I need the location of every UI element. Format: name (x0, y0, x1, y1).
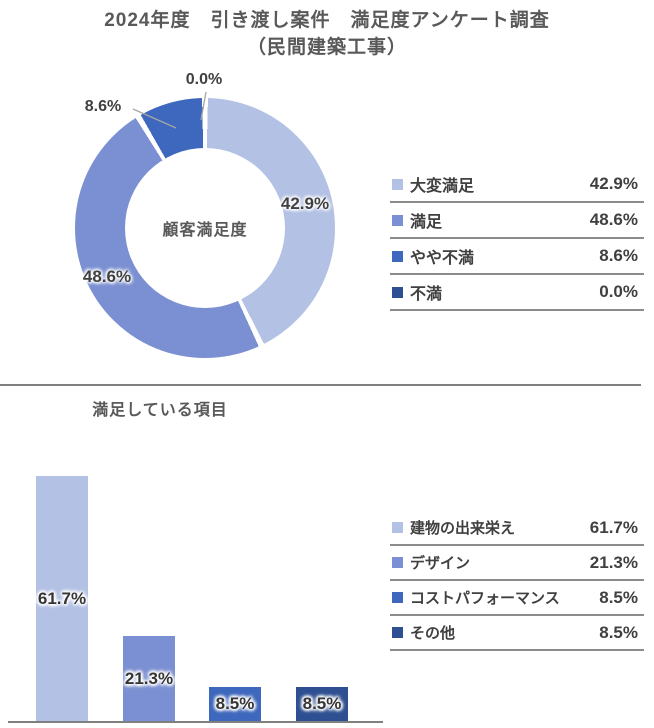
legend-value: 8.6% (599, 246, 638, 265)
legend-label: 大変満足 (410, 178, 475, 195)
donut-label-satisfied: 48.6% (82, 267, 132, 286)
bar-legend: 建物の出来栄え 61.7% デザイン 21.3% コストパフォーマンス 8.5%… (390, 511, 644, 651)
legend-value: 48.6% (589, 210, 638, 229)
bar-2: 8.5% (209, 687, 261, 721)
legend-value: 8.5% (599, 622, 638, 642)
swatch-very-satisfied-icon (392, 178, 403, 190)
satisfied-items-bar-chart: 61.7% 21.3% 8.5% 8.5% (8, 468, 383, 723)
legend-value: 61.7% (589, 517, 638, 537)
bar-data-label: 8.5% (215, 694, 255, 713)
swatch-satisfied-icon (392, 214, 403, 226)
legend-row-very-satisfied: 大変満足 42.9% (390, 167, 644, 203)
swatch-cost-performance-icon (392, 592, 403, 603)
legend-value: 21.3% (589, 552, 638, 572)
x-axis-line (8, 721, 383, 723)
customer-satisfaction-donut-chart: 顧客満足度 (75, 98, 335, 358)
legend-label: やや不満 (410, 250, 475, 267)
swatch-build-quality-icon (392, 522, 403, 533)
section-divider (0, 384, 641, 386)
bar-0: 61.7% (36, 476, 88, 721)
legend-row-build-quality: 建物の出来栄え 61.7% (390, 511, 644, 546)
legend-label: コストパフォーマンス (410, 590, 560, 607)
bar-data-label: 21.3% (124, 668, 174, 688)
legend-label: 不満 (410, 286, 443, 303)
report-header: 2024年度 引き渡し案件 満足度アンケート調査 （民間建築工事） (0, 7, 654, 61)
legend-label: 満足 (410, 214, 443, 231)
donut-legend: 大変満足 42.9% 満足 48.6% やや不満 8.6% 不満 0.0% (390, 167, 644, 311)
legend-label: デザイン (410, 555, 471, 572)
report-title-line2: （民間建築工事） (246, 37, 407, 58)
swatch-dissatisfied-icon (392, 286, 403, 298)
legend-value: 8.5% (599, 587, 638, 607)
bar-3: 8.5% (296, 687, 348, 721)
legend-row-slightly-dissatisfied: やや不満 8.6% (390, 239, 644, 275)
swatch-slightly-dissatisfied-icon (392, 250, 403, 262)
legend-row-other: その他 8.5% (390, 616, 644, 651)
legend-row-design: デザイン 21.3% (390, 546, 644, 581)
legend-row-dissatisfied: 不満 0.0% (390, 275, 644, 311)
donut-label-very-satisfied: 42.9% (280, 194, 330, 213)
legend-row-satisfied: 満足 48.6% (390, 203, 644, 239)
swatch-other-icon (392, 627, 403, 638)
bar-1: 21.3% (123, 636, 175, 721)
donut-center-label: 顧客満足度 (162, 222, 248, 239)
legend-label: その他 (410, 625, 456, 642)
legend-value: 0.0% (599, 282, 638, 301)
bar-chart-title: 満足している項目 (92, 402, 228, 419)
bar-data-label: 8.5% (302, 694, 342, 713)
report-title-line1: 2024年度 引き渡し案件 満足度アンケート調査 (104, 10, 550, 31)
legend-row-cost-performance: コストパフォーマンス 8.5% (390, 581, 644, 616)
legend-label: 建物の出来栄え (410, 520, 516, 537)
bar-data-label: 61.7% (37, 588, 87, 608)
donut-label-slightly-dissatisfied: 8.6% (84, 98, 122, 115)
donut-hole: 顧客満足度 (125, 148, 285, 308)
donut-label-dissatisfied: 0.0% (185, 71, 223, 88)
legend-value: 42.9% (589, 174, 638, 193)
swatch-design-icon (392, 557, 403, 568)
